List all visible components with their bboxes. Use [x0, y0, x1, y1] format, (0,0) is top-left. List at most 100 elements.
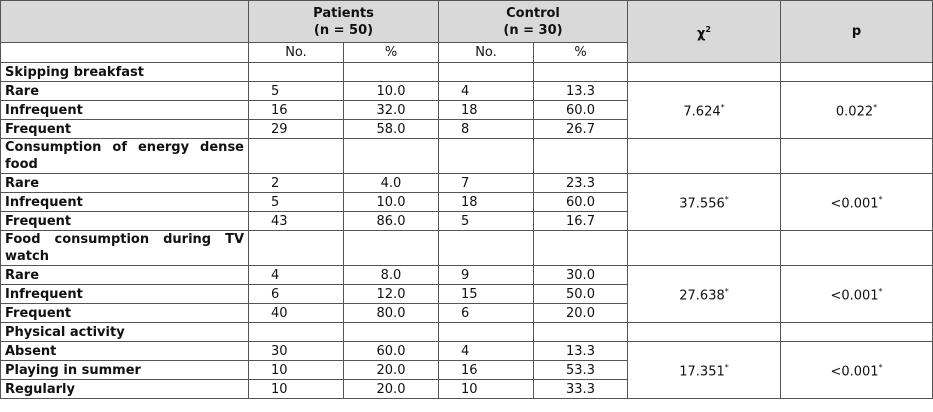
row-label: Playing in summer — [0, 360, 249, 380]
chi-sup: 2 — [705, 24, 711, 34]
empty-cell — [248, 230, 344, 266]
value-cell: 30.0 — [533, 265, 628, 285]
value-cell: 32.0 — [343, 100, 439, 120]
value-cell: 43 — [248, 211, 344, 231]
value-cell: 7 — [438, 173, 534, 193]
data-row: Frequent 40 80.0 6 20.0 — [0, 303, 933, 323]
empty-cell — [343, 230, 439, 266]
patients-n: (n = 50) — [313, 22, 374, 38]
row-label: Absent — [0, 341, 249, 361]
p-value: <0.001 — [830, 288, 879, 304]
value-cell: 18 — [438, 192, 534, 212]
sub-header: % — [343, 42, 439, 63]
empty-cell — [248, 62, 344, 82]
value-cell: 18 — [438, 100, 534, 120]
data-row: Rare 2 4.0 7 23.3 37.556* <0.001* — [0, 173, 933, 231]
chi-symbol: χ — [697, 26, 706, 42]
control-name: Control — [506, 5, 560, 21]
header-patients: Patients (n = 50) — [248, 0, 439, 43]
chi-value: 37.556 — [679, 196, 725, 212]
value-cell: 10.0 — [343, 81, 439, 101]
p-value: <0.001 — [830, 364, 879, 380]
value-cell: 13.3 — [533, 341, 628, 361]
value-cell: 40 — [248, 303, 344, 323]
chi-cell: 17.351* — [627, 341, 781, 399]
value-cell: 16.7 — [533, 211, 628, 231]
chi-cell: 27.638* — [627, 265, 781, 323]
p-mark: * — [878, 363, 883, 373]
data-row: Absent 30 60.0 4 13.3 17.351* <0.001* — [0, 341, 933, 399]
chi-value: 7.624 — [683, 104, 721, 120]
value-cell: 10 — [248, 379, 344, 399]
value-cell: 60.0 — [343, 341, 439, 361]
empty-cell — [533, 62, 628, 82]
p-cell: 0.022* — [780, 81, 933, 139]
p-cell: <0.001* — [780, 265, 933, 323]
chi-mark: * — [724, 287, 729, 297]
chi-cell: 37.556* — [627, 173, 781, 231]
empty-cell — [438, 138, 534, 174]
value-cell: 4 — [438, 81, 534, 101]
value-cell: 30 — [248, 341, 344, 361]
data-row: Infrequent 16 32.0 18 60.0 — [0, 100, 933, 120]
value-cell: 9 — [438, 265, 534, 285]
data-row: Regularly 10 20.0 10 33.3 — [0, 379, 933, 399]
p-mark: * — [878, 195, 883, 205]
value-cell: 26.7 — [533, 119, 628, 139]
chi-mark: * — [720, 103, 725, 113]
p-value: <0.001 — [830, 196, 879, 212]
row-label: Frequent — [0, 119, 249, 139]
value-cell: 16 — [438, 360, 534, 380]
value-cell: 60.0 — [533, 192, 628, 212]
value-cell: 20.0 — [343, 379, 439, 399]
empty-cell — [780, 322, 933, 342]
p-cell: <0.001* — [780, 341, 933, 399]
row-label: Infrequent — [0, 192, 249, 212]
row-label: Rare — [0, 265, 249, 285]
value-cell: 12.0 — [343, 284, 439, 304]
value-cell: 10 — [248, 360, 344, 380]
value-cell: 33.3 — [533, 379, 628, 399]
control-n: (n = 30) — [503, 22, 563, 38]
empty-cell — [627, 138, 781, 174]
value-cell: 80.0 — [343, 303, 439, 323]
p-value: 0.022 — [835, 104, 874, 120]
chi-mark: * — [724, 195, 729, 205]
row-label: Infrequent — [0, 100, 249, 120]
empty-cell — [780, 138, 933, 174]
group-label: Consumption of energy dense food — [0, 138, 249, 174]
header-blank — [0, 0, 249, 43]
value-cell: 50.0 — [533, 284, 628, 304]
sub-header: % — [533, 42, 628, 63]
group-label: Physical activity — [0, 322, 249, 342]
value-cell: 13.3 — [533, 81, 628, 101]
empty-cell — [780, 62, 933, 82]
data-row: Infrequent 5 10.0 18 60.0 — [0, 192, 933, 212]
data-row: Rare 5 10.0 4 13.3 7.624* 0.022* — [0, 81, 933, 139]
value-cell: 8.0 — [343, 265, 439, 285]
p-mark: * — [878, 287, 883, 297]
group-label: Food consumption during TV watch — [0, 230, 249, 266]
value-cell: 23.3 — [533, 173, 628, 193]
empty-cell — [627, 62, 781, 82]
value-cell: 86.0 — [343, 211, 439, 231]
empty-cell — [780, 230, 933, 266]
chi-mark: * — [724, 363, 729, 373]
value-cell: 58.0 — [343, 119, 439, 139]
table-body: Skipping breakfast Rare 5 10.0 4 13.3 7.624* 0.… — [0, 62, 933, 399]
empty-cell — [438, 322, 534, 342]
row-label: Frequent — [0, 211, 249, 231]
value-cell: 4.0 — [343, 173, 439, 193]
row-label: Regularly — [0, 379, 249, 399]
value-cell: 2 — [248, 173, 344, 193]
row-label: Rare — [0, 81, 249, 101]
sub-header: No. — [248, 42, 344, 63]
value-cell: 5 — [438, 211, 534, 231]
value-cell: 20.0 — [343, 360, 439, 380]
empty-cell — [343, 62, 439, 82]
group-row: Skipping breakfast — [0, 62, 933, 82]
row-label: Infrequent — [0, 284, 249, 304]
group-row: Food consumption during TV watch — [0, 230, 933, 266]
value-cell: 20.0 — [533, 303, 628, 323]
